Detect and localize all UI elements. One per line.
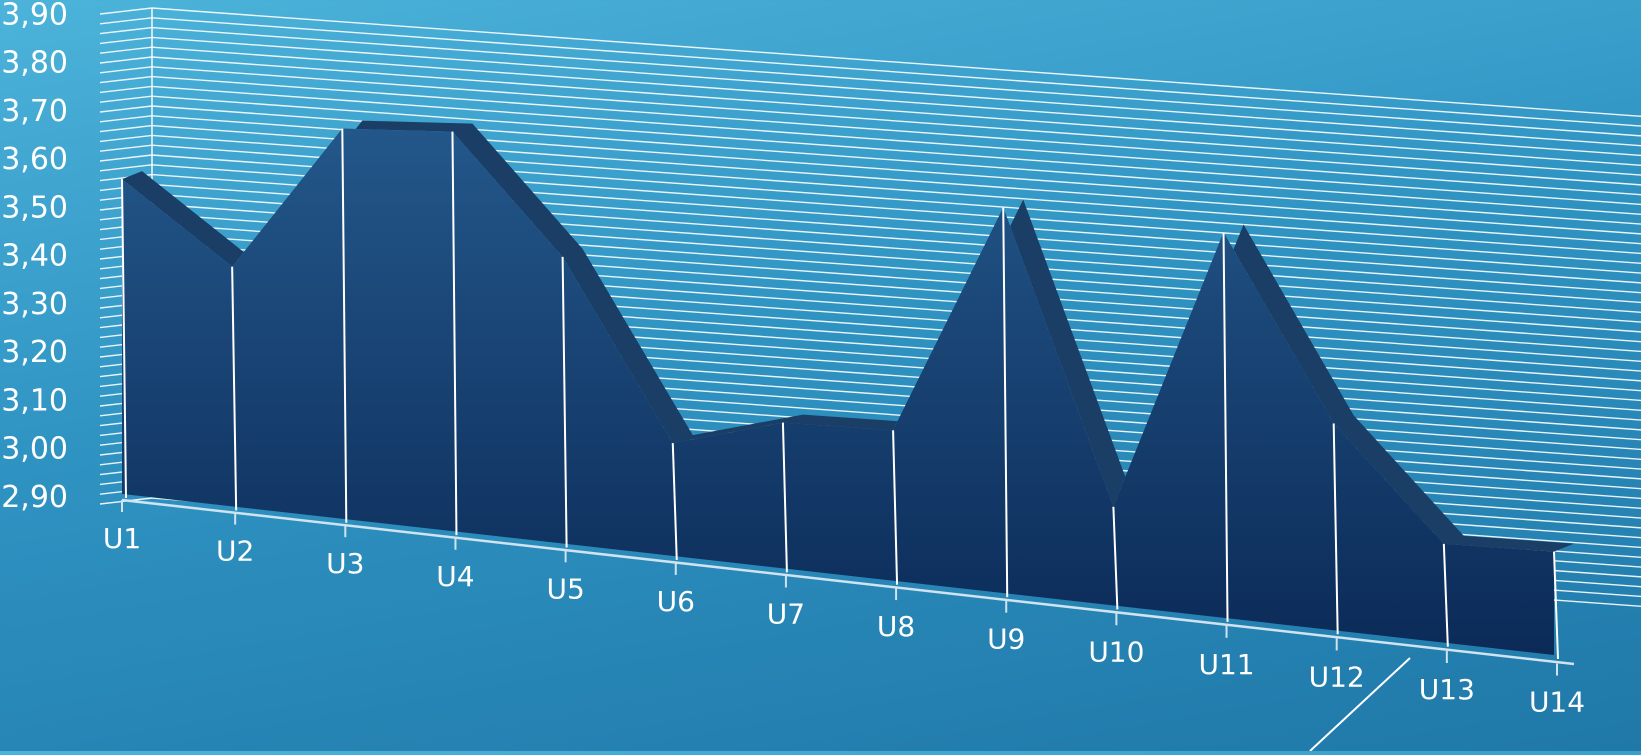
data-point-line xyxy=(1553,551,1559,660)
y-tick-label: 2,90 xyxy=(1,480,68,515)
y-tick-label: 3,00 xyxy=(1,432,68,467)
decorative-line xyxy=(1309,657,1411,752)
x-tick-label: U5 xyxy=(546,572,584,605)
gridline xyxy=(151,17,1641,127)
data-point-line xyxy=(1112,506,1119,610)
x-tick-label: U2 xyxy=(216,535,254,568)
x-axis-line xyxy=(121,498,1575,666)
y-tick-label: 3,80 xyxy=(1,46,68,81)
x-tick-label: U8 xyxy=(877,610,915,643)
y-tick-label: 3,10 xyxy=(1,383,68,418)
data-point-line xyxy=(1002,207,1009,598)
gridline xyxy=(151,95,1641,206)
gridline-side xyxy=(99,7,153,15)
x-tick-label: U9 xyxy=(987,623,1025,656)
data-point-line xyxy=(341,128,348,523)
gridline xyxy=(151,36,1641,147)
y-axis-ticks: 2,90 3,00 3,10 3,20 3,30 3,40 3,50 3,60 3,70 3,80… xyxy=(1,0,68,515)
x-tick-label: U13 xyxy=(1419,673,1475,706)
data-point-line xyxy=(121,179,127,499)
gridline-side xyxy=(99,26,153,35)
gridline xyxy=(151,56,1641,166)
y-tick-label: 3,40 xyxy=(1,239,68,274)
y-tick-label: 3,30 xyxy=(1,287,68,322)
gridline-side xyxy=(99,66,153,74)
x-axis: U1 U2 U3 U4 U5 U6 U7 U8 U9 U10 U11 U12 U13 U14 xyxy=(103,498,1585,752)
gridline-side xyxy=(99,75,153,84)
area-series xyxy=(121,120,1574,660)
gridline xyxy=(151,75,1641,186)
x-tick-label: U7 xyxy=(767,598,805,631)
gridline-side xyxy=(99,46,153,54)
gridline-side xyxy=(99,85,153,94)
data-point-line xyxy=(1442,543,1449,647)
y-tick-label: 3,20 xyxy=(1,335,68,370)
x-tick-label: U10 xyxy=(1088,635,1144,668)
area-face xyxy=(122,128,1554,655)
y-tick-label: 3,70 xyxy=(1,94,68,129)
data-point-line xyxy=(671,443,678,560)
data-point-line xyxy=(781,422,788,573)
x-tick-label: U14 xyxy=(1529,686,1585,719)
gridline xyxy=(151,26,1641,137)
gridline-side xyxy=(99,56,153,64)
data-point-line xyxy=(1222,232,1229,622)
data-point-line xyxy=(561,256,568,548)
gridline-side xyxy=(99,17,153,25)
gridline-side xyxy=(99,36,153,45)
y-tick-label: 3,90 xyxy=(1,0,68,32)
gridline-side xyxy=(99,105,153,113)
gridline-side xyxy=(99,115,153,123)
gridline-side xyxy=(99,144,153,152)
gridline xyxy=(151,7,1641,117)
area-ridge xyxy=(122,120,1574,552)
gridline xyxy=(151,85,1641,196)
gridline xyxy=(151,46,1641,157)
data-point-line xyxy=(231,266,238,511)
gridline xyxy=(151,66,1641,176)
x-tick-label: U6 xyxy=(657,585,695,618)
data-point-line xyxy=(1332,423,1339,635)
gridline-side xyxy=(99,134,153,143)
gridline-side xyxy=(99,154,153,162)
x-tick-label: U12 xyxy=(1309,660,1365,693)
y-tick-label: 3,60 xyxy=(1,142,68,177)
x-tick-label: U1 xyxy=(103,522,141,555)
data-point-line xyxy=(451,131,458,536)
gridline-side xyxy=(99,95,153,103)
x-tick-label: U3 xyxy=(326,547,364,580)
x-tick-label: U11 xyxy=(1198,648,1254,681)
data-point-line xyxy=(892,430,899,585)
y-tick-label: 3,50 xyxy=(1,190,68,225)
gridline-side xyxy=(99,164,153,172)
gridline-side xyxy=(99,124,153,133)
x-tick-label: U4 xyxy=(436,560,474,593)
